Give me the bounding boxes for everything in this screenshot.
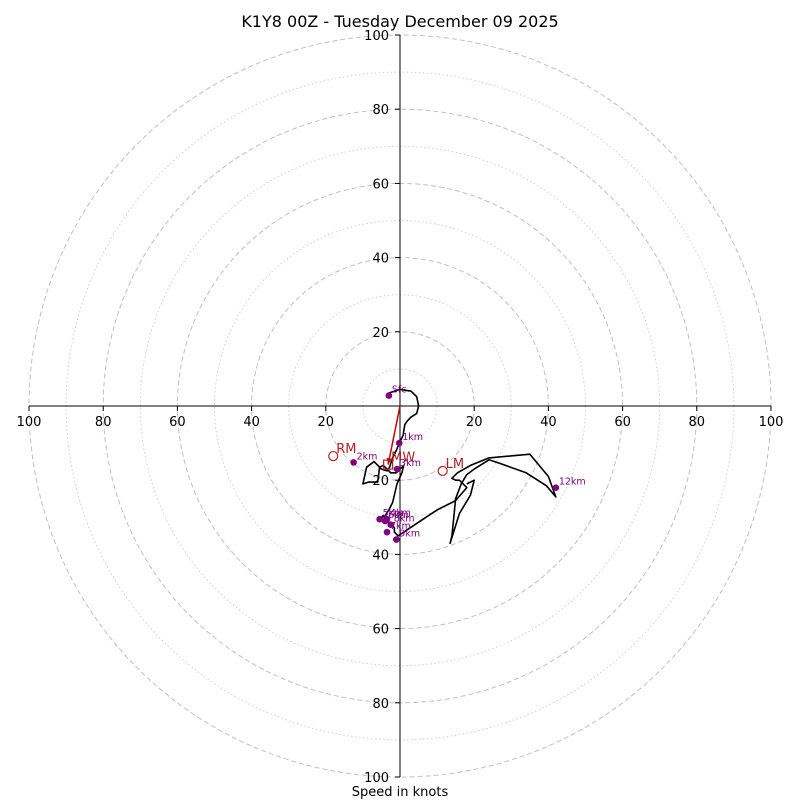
y-tick-label: 100 <box>364 29 389 44</box>
x-tick-label: 20 <box>318 415 335 430</box>
height-point-3km <box>393 465 401 473</box>
height-point-5km <box>376 515 383 523</box>
y-tick-label: 60 <box>372 623 389 638</box>
height-label-8km: 8km <box>394 514 415 525</box>
height-point-9km <box>392 536 400 543</box>
x-tick-label: 40 <box>243 415 260 430</box>
x-tick-label: 100 <box>759 415 784 430</box>
height-label-6km: 6km <box>388 510 409 521</box>
height-label-5km: 5km <box>383 508 404 519</box>
shear-vector-arrowhead <box>386 457 393 465</box>
height-label-4km: 4km <box>390 508 411 519</box>
chart-title: K1Y8 00Z - Tuesday December 09 2025 <box>241 12 558 31</box>
motion-label-LM: LM <box>446 457 464 472</box>
storm-motion-markers: RM LM MW <box>328 442 464 477</box>
motion-label-RM: RM <box>336 442 356 457</box>
height-point-7km <box>383 528 391 536</box>
y-tick-label: 40 <box>372 252 389 267</box>
motion-label-MW: MW <box>391 451 415 466</box>
motion-marker-MW <box>383 459 394 470</box>
height-point-2km <box>350 459 357 466</box>
y-tick-label: 80 <box>372 103 389 118</box>
motion-marker-LM <box>437 465 448 477</box>
y-tick-label: 100 <box>364 771 389 786</box>
x-tick-label: 80 <box>689 415 706 430</box>
shear-vector <box>386 405 401 465</box>
height-point-8km <box>387 521 395 529</box>
x-axis-label: Speed in knots <box>352 785 449 800</box>
height-point-1km <box>395 439 403 447</box>
shear-vector-line <box>387 405 401 465</box>
y-tick-label: 20 <box>372 326 389 341</box>
height-label-2km: 2km <box>357 451 378 462</box>
motion-marker-RM <box>328 450 339 462</box>
height-label-9km: 9km <box>399 529 420 540</box>
height-label-7km: 7km <box>390 521 411 532</box>
x-tick-label: 60 <box>614 415 631 430</box>
x-tick-label: 80 <box>95 415 112 430</box>
x-tick-label: 20 <box>466 415 483 430</box>
y-tick-label: 40 <box>372 548 389 563</box>
height-point-6km <box>381 517 389 525</box>
height-label-12km: 12km <box>559 477 586 488</box>
tick-labels: 100 80 60 40 20 20 40 60 80 100 100 80 60 40 20 20 40 60 8… <box>17 29 784 786</box>
height-label-1km: 1km <box>402 432 423 443</box>
x-tick-label: 40 <box>540 415 557 430</box>
height-label-3km: 3km <box>400 458 421 469</box>
y-tick-label: 20 <box>372 474 389 489</box>
y-tick-label: 80 <box>372 697 389 712</box>
height-point-Sfc <box>385 392 393 399</box>
height-label-Sfc: Sfc <box>392 385 407 396</box>
height-point-12km <box>552 484 560 491</box>
x-tick-label: 100 <box>17 415 42 430</box>
x-tick-label: 60 <box>169 415 186 430</box>
y-tick-label: 60 <box>372 177 389 192</box>
